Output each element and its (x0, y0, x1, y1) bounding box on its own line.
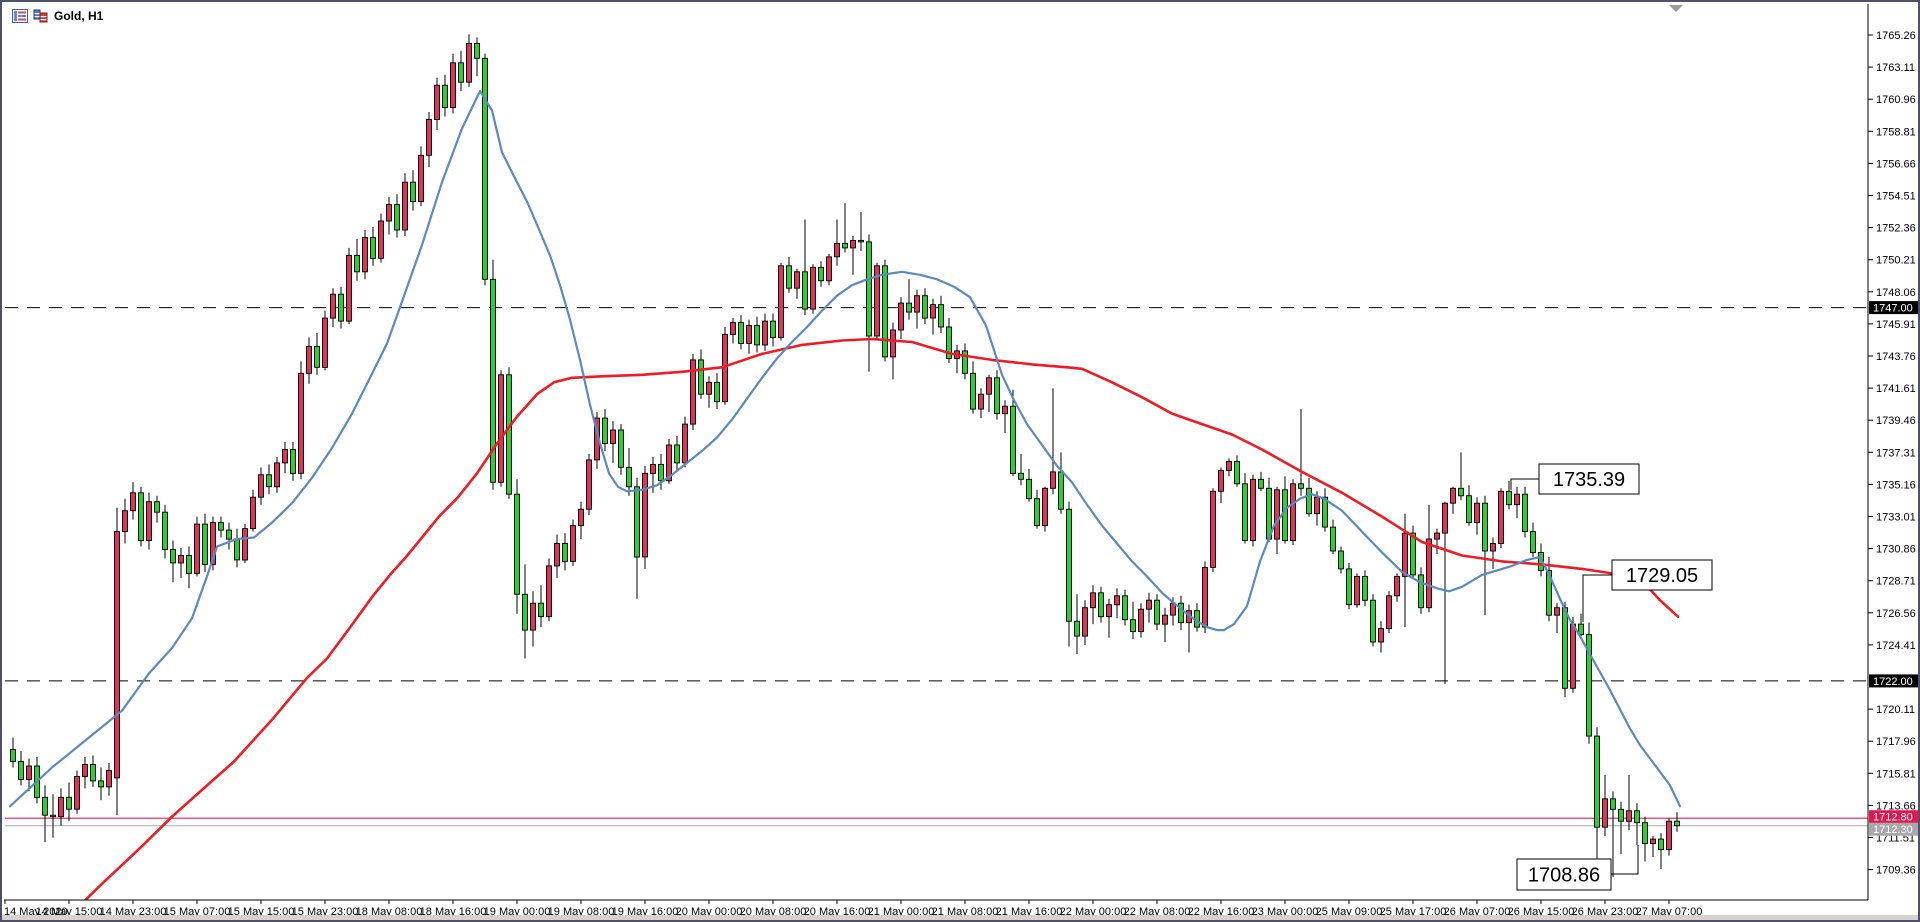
hline-price-badge: 1747.00 (1869, 301, 1918, 315)
svg-text:1754.51: 1754.51 (1876, 191, 1916, 203)
svg-text:1726.56: 1726.56 (1876, 608, 1916, 620)
quotes-icon (12, 9, 28, 23)
svg-text:1720.11: 1720.11 (1876, 704, 1915, 716)
svg-text:1729.05: 1729.05 (1626, 565, 1698, 587)
svg-text:1739.46: 1739.46 (1876, 415, 1916, 427)
svg-text:1728.71: 1728.71 (1876, 576, 1916, 588)
svg-text:1724.41: 1724.41 (1876, 640, 1916, 652)
svg-text:1709.36: 1709.36 (1876, 865, 1916, 877)
svg-text:1760.96: 1760.96 (1876, 94, 1916, 106)
svg-text:1730.86: 1730.86 (1876, 544, 1916, 556)
price-callout[interactable]: 1708.86 (1516, 845, 1639, 891)
svg-text:1735.16: 1735.16 (1876, 479, 1916, 491)
svg-text:1713.66: 1713.66 (1876, 800, 1916, 812)
svg-text:1715.81: 1715.81 (1876, 768, 1916, 780)
svg-text:1733.01: 1733.01 (1876, 512, 1916, 524)
chart-header: Gold, H1 (12, 9, 103, 23)
price-callout[interactable]: 1729.05 (1582, 559, 1713, 622)
hline-price-badge: 1722.00 (1869, 674, 1918, 688)
svg-text:1745.91: 1745.91 (1876, 319, 1916, 331)
bid-badge: 1712.30 (1869, 822, 1918, 836)
svg-text:1747.00: 1747.00 (1873, 303, 1913, 315)
svg-text:1743.76: 1743.76 (1876, 351, 1916, 363)
svg-text:1748.06: 1748.06 (1876, 287, 1916, 299)
svg-text:1750.21: 1750.21 (1876, 255, 1916, 267)
svg-text:1722.00: 1722.00 (1873, 676, 1913, 688)
svg-text:1737.31: 1737.31 (1876, 447, 1916, 459)
price-axis[interactable]: 1765.26 1763.11 1760.96 1758.81 1756.66 1754.… (1867, 4, 1916, 900)
svg-text:1717.96: 1717.96 (1876, 736, 1916, 748)
ma-slow-line (83, 337, 1680, 900)
bars-icon (33, 9, 49, 23)
svg-text:1752.36: 1752.36 (1876, 223, 1916, 235)
svg-text:1735.39: 1735.39 (1553, 469, 1625, 491)
ma-fast-line (8, 90, 1682, 808)
svg-text:1712.80: 1712.80 (1873, 812, 1913, 824)
svg-text:1741.61: 1741.61 (1876, 383, 1916, 395)
svg-text:1708.86: 1708.86 (1528, 865, 1600, 887)
price-callout[interactable]: 1735.39 (1510, 463, 1640, 495)
symbol-label: Gold, H1 (54, 9, 104, 23)
candles-series (10, 34, 1680, 878)
svg-text:1765.26: 1765.26 (1876, 30, 1916, 42)
ask-badge: 1712.80 (1869, 810, 1918, 824)
svg-text:1756.66: 1756.66 (1876, 158, 1916, 170)
shift-marker-icon[interactable] (1669, 5, 1683, 12)
svg-text:1758.81: 1758.81 (1876, 126, 1916, 138)
svg-text:1763.11: 1763.11 (1876, 62, 1915, 74)
window-bottom-edge (2, 915, 1918, 920)
svg-text:1712.30: 1712.30 (1873, 824, 1913, 836)
